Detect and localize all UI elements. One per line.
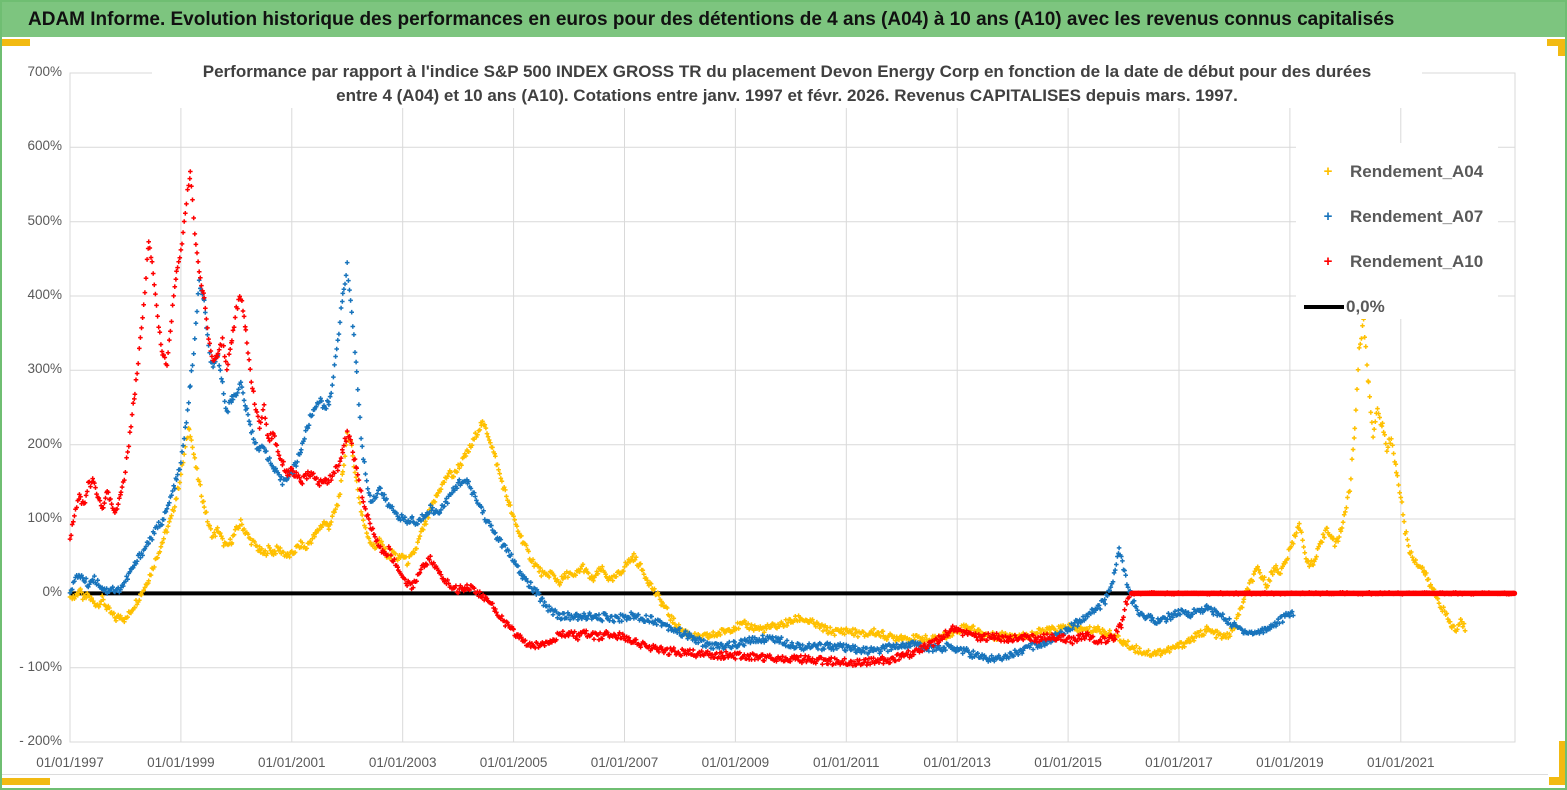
x-tick-label: 01/01/2021	[1366, 755, 1435, 770]
legend-line-marker-icon	[1304, 304, 1344, 309]
x-tick-label: 01/01/1997	[36, 755, 104, 770]
x-tick-label: 01/01/2005	[479, 755, 548, 770]
accent-gold-top-right-h	[1547, 39, 1565, 46]
y-tick-label: - 100%	[19, 658, 62, 674]
x-tick-label: 01/01/2009	[701, 755, 770, 770]
x-tick-label: 01/01/2017	[1145, 755, 1213, 770]
chart-title: Performance par rapport à l'indice S&P 5…	[152, 60, 1422, 108]
legend-label: 0,0%	[1346, 296, 1385, 316]
series-Rendement_A10[interactable]	[67, 169, 1132, 668]
x-tick-label: 01/01/2003	[368, 755, 437, 770]
accent-gold-header-left	[2, 39, 30, 46]
legend-label: Rendement_A10	[1350, 251, 1484, 271]
x-tick-label: 01/01/2013	[923, 755, 991, 770]
y-tick-label: 200%	[27, 435, 62, 451]
header-title: ADAM Informe. Evolution historique des p…	[28, 9, 1395, 30]
legend-item[interactable]: + Rendement_A10	[1296, 239, 1498, 284]
legend-label: Rendement_A04	[1350, 161, 1484, 181]
x-tick-label: 01/01/1999	[147, 755, 215, 770]
accent-gold-bottom-left	[2, 778, 50, 785]
y-tick-label: 400%	[27, 287, 62, 302]
x-tick-label: 01/01/2019	[1256, 755, 1324, 770]
y-tick-label: 600%	[27, 138, 62, 154]
x-tick-label: 01/01/2011	[812, 755, 880, 770]
series-Rendement_A10-flat-markers[interactable]	[1129, 590, 1516, 597]
legend-item[interactable]: + Rendement_A07	[1296, 194, 1498, 239]
chart-title-line1: Performance par rapport à l'indice S&P 5…	[202, 62, 1372, 81]
y-tick-label: 500%	[27, 212, 62, 228]
window-edge-line	[2, 774, 1548, 775]
series-Rendement_A07[interactable]	[67, 260, 1296, 664]
legend-plus-marker-icon: +	[1323, 208, 1333, 225]
y-tick-label: 100%	[27, 510, 62, 525]
legend-item[interactable]: + Rendement_A04	[1296, 149, 1498, 194]
x-tick-label: 01/01/2001	[257, 755, 326, 770]
accent-gold-bottom-right-v	[1559, 741, 1565, 785]
x-tick-label: 01/01/2007	[590, 755, 659, 770]
accent-gold-bottom-right-h	[1549, 777, 1565, 785]
legend-item[interactable]: 0,0%	[1296, 284, 1498, 329]
series-Rendement_A04[interactable]	[67, 316, 1468, 659]
chart-legend[interactable]: + Rendement_A04 + Rendement_A07 + Rendement_A…	[1296, 143, 1498, 319]
legend-plus-marker-icon: +	[1323, 163, 1333, 180]
y-tick-label: 300%	[27, 361, 62, 377]
chart-title-line2: entre 4 (A04) et 10 ans (A10). Cotations…	[336, 86, 1238, 105]
legend-plus-marker-icon: +	[1323, 253, 1333, 270]
header-bar: ADAM Informe. Evolution historique des p…	[2, 2, 1565, 37]
y-tick-label: 700%	[27, 64, 62, 79]
accent-gold-top-right-v	[1558, 39, 1565, 56]
legend-label: Rendement_A07	[1350, 206, 1484, 226]
y-tick-label: - 200%	[19, 733, 62, 748]
y-tick-label: 0%	[42, 584, 62, 600]
x-tick-label: 01/01/2015	[1034, 755, 1102, 770]
